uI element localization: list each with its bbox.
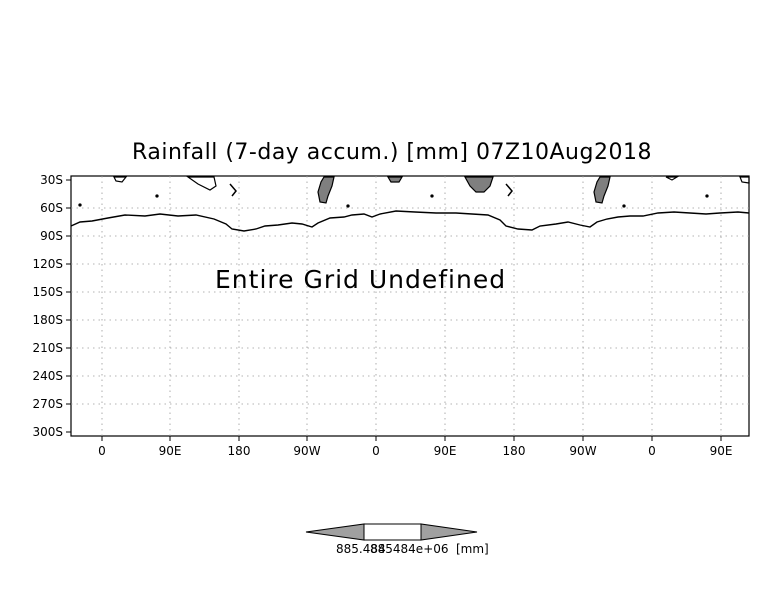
colorbar: 885.484 885484e+06 [mm]: [305, 523, 489, 556]
colorbar-label-right: 885484e+06: [370, 542, 449, 556]
antarctica-coastline: [70, 210, 750, 232]
y-tick-label: 120S: [32, 257, 63, 271]
colorbar-center-box: [363, 523, 422, 541]
y-tick-label: 60S: [40, 201, 63, 215]
tick-marks: [66, 179, 722, 441]
colorbar-left-arrow: [305, 523, 365, 541]
y-tick-label: 150S: [32, 285, 63, 299]
y-tick-label: 240S: [32, 369, 63, 383]
y-tick-label: 210S: [32, 341, 63, 355]
colorbar-right-arrow: [420, 523, 478, 541]
y-tick-label: 30S: [40, 173, 63, 187]
continent-edges: [113, 176, 750, 193]
x-tick-label: 180: [503, 444, 526, 458]
x-tick-label: 180: [228, 444, 251, 458]
x-tick-label: 0: [372, 444, 380, 458]
colorbar-unit: [mm]: [456, 542, 489, 556]
x-axis-labels: 0 90E 180 90W 0 90E 180 90W 0 90E: [98, 444, 732, 458]
x-tick-label: 90E: [710, 444, 733, 458]
south-america-land: [317, 176, 611, 204]
plot-frame: [70, 175, 750, 437]
y-tick-label: 90S: [40, 229, 63, 243]
y-tick-label: 300S: [32, 425, 63, 439]
colorbar-label-left: 885.484: [336, 542, 386, 556]
x-tick-label: 90E: [434, 444, 457, 458]
islands: [78, 183, 709, 208]
undefined-grid-message: Entire Grid Undefined: [215, 265, 506, 294]
x-tick-label: 90W: [293, 444, 320, 458]
map-title: Rainfall (7-day accum.) [mm] 07Z10Aug201…: [132, 140, 652, 165]
x-tick-label: 0: [648, 444, 656, 458]
x-tick-label: 90E: [159, 444, 182, 458]
y-tick-label: 180S: [32, 313, 63, 327]
x-tick-label: 0: [98, 444, 106, 458]
y-axis-labels: 30S 60S 90S 120S 150S 180S 210S 240S 270…: [32, 173, 63, 439]
x-tick-label: 90W: [569, 444, 596, 458]
y-tick-label: 270S: [32, 397, 63, 411]
